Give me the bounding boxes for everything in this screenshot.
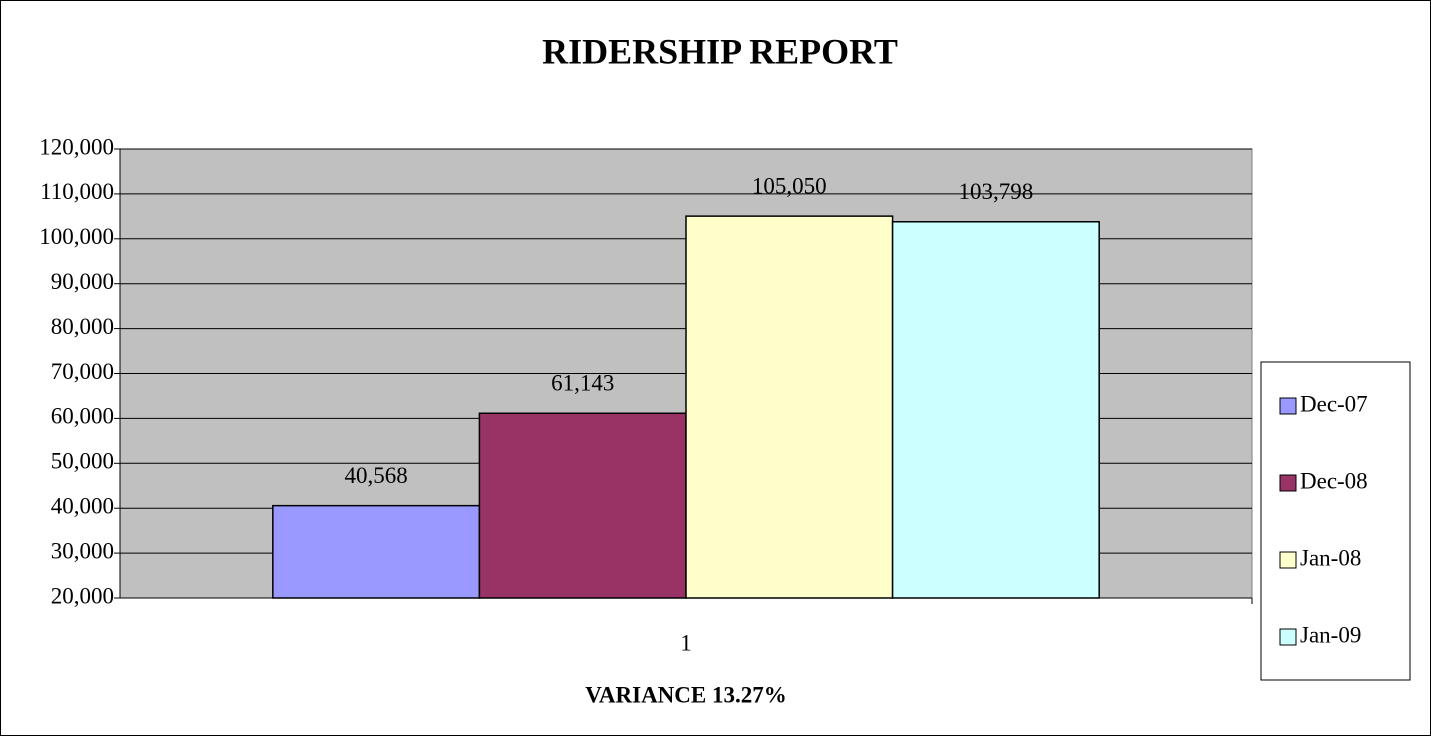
data-label: 61,143 xyxy=(551,371,614,396)
data-label: 103,798 xyxy=(959,179,1034,204)
legend-swatch xyxy=(1279,551,1297,569)
y-tick-label: 60,000 xyxy=(51,404,114,429)
data-label: 40,568 xyxy=(344,463,407,488)
bar xyxy=(272,504,481,599)
y-tick-label: 120,000 xyxy=(39,134,114,159)
chart-title: RIDERSHIP REPORT xyxy=(542,31,898,71)
legend-swatch xyxy=(1279,397,1297,415)
y-tick-label: 30,000 xyxy=(51,538,114,563)
legend-label: Dec-08 xyxy=(1300,468,1368,493)
bar xyxy=(478,412,687,599)
legend-label: Dec-07 xyxy=(1300,391,1368,416)
y-tick-label: 90,000 xyxy=(51,269,114,294)
x-tick-label: 1 xyxy=(680,630,692,655)
x-axis-label: VARIANCE 13.27% xyxy=(585,682,787,707)
legend-label: Jan-09 xyxy=(1300,622,1361,647)
y-tick-label: 70,000 xyxy=(51,359,114,384)
legend-box xyxy=(1260,361,1411,681)
y-tick-label: 110,000 xyxy=(40,179,114,204)
y-tick-label: 50,000 xyxy=(51,449,114,474)
data-label: 105,050 xyxy=(752,173,827,198)
bar xyxy=(685,215,894,599)
legend-swatch xyxy=(1279,628,1297,646)
legend-label: Jan-08 xyxy=(1300,545,1361,570)
y-tick-label: 20,000 xyxy=(51,583,114,608)
y-tick-label: 100,000 xyxy=(39,224,114,249)
legend-swatch xyxy=(1279,474,1297,492)
bar xyxy=(891,220,1100,599)
y-tick-label: 40,000 xyxy=(51,493,114,518)
y-tick-label: 80,000 xyxy=(51,314,114,339)
